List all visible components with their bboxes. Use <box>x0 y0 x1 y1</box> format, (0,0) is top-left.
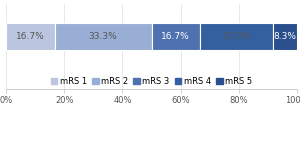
Legend: mRS 1, mRS 2, mRS 3, mRS 4, mRS 5: mRS 1, mRS 2, mRS 3, mRS 4, mRS 5 <box>51 77 252 86</box>
Text: 33.3%: 33.3% <box>89 32 117 41</box>
Text: 16.7%: 16.7% <box>161 32 190 41</box>
Bar <box>6 23 55 50</box>
Bar <box>273 23 297 50</box>
Text: 25.0%: 25.0% <box>222 32 251 41</box>
Bar <box>152 23 200 50</box>
Text: 16.7%: 16.7% <box>16 32 45 41</box>
Bar <box>55 23 152 50</box>
Bar <box>200 23 273 50</box>
Text: 8.3%: 8.3% <box>273 32 296 41</box>
